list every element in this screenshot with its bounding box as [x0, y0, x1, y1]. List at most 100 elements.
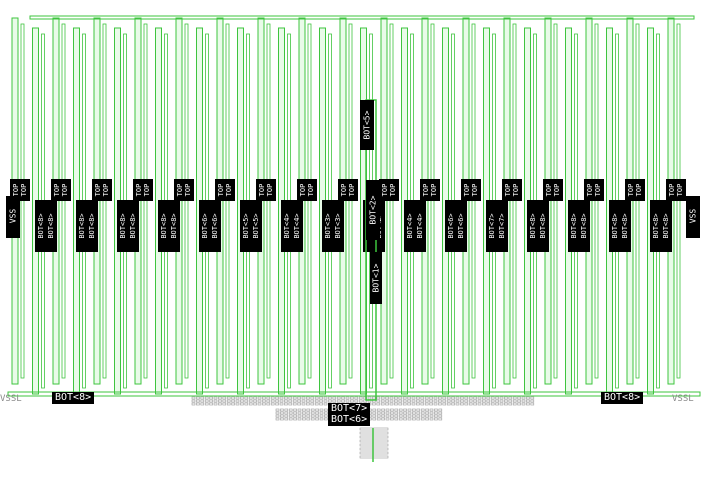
via-cell — [253, 402, 257, 406]
top-tab-label: TOP — [299, 184, 307, 197]
via-cell — [517, 396, 521, 400]
via-cell — [310, 414, 315, 418]
bottom-tab-label: BOT<8> — [539, 213, 547, 238]
via-cell — [270, 399, 275, 403]
via-cell — [381, 408, 385, 412]
via-cell — [376, 408, 381, 412]
via-cell — [288, 396, 293, 400]
via-cell — [398, 399, 403, 403]
via-cell — [438, 414, 443, 418]
via-cell — [310, 408, 315, 412]
via-cell — [323, 402, 328, 406]
via-cell — [412, 417, 416, 421]
top-tab-label-bg — [264, 180, 276, 200]
via-cell — [530, 399, 535, 403]
top-tab-label: TOP — [176, 184, 184, 197]
via-cell — [380, 402, 385, 406]
via-cell — [275, 402, 279, 406]
via-cell — [213, 402, 218, 406]
stub-via — [359, 435, 389, 439]
via-cell — [280, 417, 284, 421]
via-cell — [398, 408, 403, 412]
via-cell — [433, 402, 438, 406]
via-cell — [380, 399, 385, 403]
via-cell — [376, 411, 381, 415]
bottom-tab-label: BOT<8> — [160, 213, 168, 238]
via-cell — [200, 396, 205, 400]
via-cell — [231, 399, 235, 403]
via-cell — [372, 411, 377, 415]
top-tab-label: TOP — [102, 184, 110, 197]
via-cell — [292, 396, 297, 400]
via-cell — [407, 396, 411, 400]
via-cell — [324, 408, 328, 412]
via-cell — [376, 399, 381, 403]
via-cell — [324, 417, 328, 421]
via-cell — [517, 399, 521, 403]
via-cell — [350, 396, 354, 400]
bottom-tab-label: BOT<8> — [47, 213, 55, 238]
via-cell — [403, 414, 407, 418]
pin-label-bot8-right[interactable]: BOT<8> — [601, 392, 644, 404]
via-cell — [280, 408, 284, 412]
via-cell — [280, 414, 284, 418]
top-tab-label-bg — [141, 180, 153, 200]
via-cell — [270, 402, 275, 406]
via-cell — [328, 399, 332, 403]
via-cell — [213, 396, 218, 400]
via-cell — [394, 414, 399, 418]
via-cell — [262, 402, 266, 406]
pin-label-bot6[interactable]: BOT<6> — [328, 414, 371, 426]
via-cell — [354, 399, 359, 403]
pin-label-bot7[interactable]: BOT<7> — [328, 403, 371, 415]
bottom-tab-label-bg — [578, 206, 590, 246]
edge-label-right: VSSL — [672, 394, 694, 404]
via-cell — [468, 402, 473, 406]
via-cell — [222, 399, 227, 403]
via-cell — [191, 402, 196, 406]
via-cell — [306, 402, 310, 406]
via-cell — [332, 396, 337, 400]
via-cell — [315, 414, 319, 418]
bottom-tab-label: BOT<8> — [119, 213, 127, 238]
via-cell — [319, 411, 324, 415]
via-cell — [306, 417, 311, 421]
via-cell — [244, 396, 249, 400]
via-cell — [336, 399, 341, 403]
bottom-tab-label-bg — [609, 206, 621, 246]
bottom-tab-label: BOT<7> — [498, 213, 506, 238]
bottom-bus-rail — [7, 391, 701, 397]
via-cell — [372, 408, 377, 412]
via-cell — [390, 411, 394, 415]
via-cell — [407, 399, 411, 403]
via-cell — [235, 396, 240, 400]
top-tab-label-bg — [674, 180, 686, 200]
via-cell — [398, 402, 403, 406]
via-cell — [464, 396, 469, 400]
via-cell — [310, 417, 315, 421]
via-cell — [363, 399, 367, 403]
via-cell — [420, 417, 425, 421]
bottom-tab-label: BOT<8> — [88, 213, 96, 238]
via-cell — [191, 396, 196, 400]
top-tab-label: TOP — [94, 184, 102, 197]
via-cell — [218, 396, 222, 400]
via-cell — [279, 396, 284, 400]
via-cell — [424, 396, 429, 400]
via-cell — [253, 399, 257, 403]
via-cell — [424, 402, 429, 406]
via-cell — [288, 417, 293, 421]
via-cell — [473, 396, 477, 400]
bottom-tab-label-bg — [281, 206, 293, 246]
via-cell — [275, 411, 280, 415]
via-cell — [446, 396, 451, 400]
top-tab-label: TOP — [463, 184, 471, 197]
via-cell — [425, 408, 429, 412]
top-tab-label-bg — [592, 180, 604, 200]
via-cell — [495, 396, 499, 400]
via-cell — [350, 399, 354, 403]
via-cell — [403, 408, 407, 412]
via-cell — [332, 399, 337, 403]
pin-label-bot8-left[interactable]: BOT<8> — [52, 392, 95, 404]
via-cell — [226, 396, 231, 400]
